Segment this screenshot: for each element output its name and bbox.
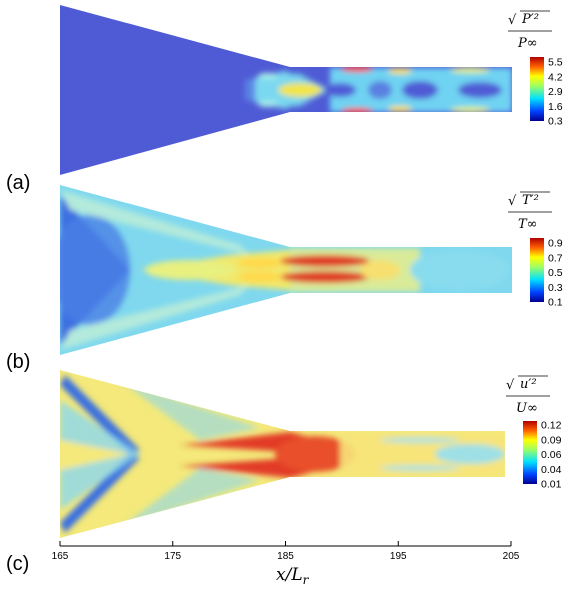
colorbar-tick-label: 0.1 (548, 297, 563, 309)
x-axis-tick-label: 185 (277, 551, 294, 562)
panel-a-label: (a) (6, 172, 30, 194)
panel-a-colorbar-label-num: P′² (521, 12, 539, 27)
colorbar-tick-label: 5.5 (548, 57, 563, 69)
colorbar-tick-label: 0.7 (548, 252, 563, 264)
colorbar-tick-label: 0.3 (548, 282, 563, 294)
panel-a-colorbar-label-den: P∞ (517, 36, 538, 51)
panel-a-sqrt-sign: √ (508, 13, 517, 28)
x-axis-tick-label: 205 (503, 551, 520, 562)
x-axis-tick-label: 195 (390, 551, 407, 562)
svg-text:√: √ (506, 378, 515, 393)
colorbar-tick-label: 0.09 (541, 434, 562, 446)
colorbar-tick-label: 0.12 (541, 420, 562, 432)
panel-b-temperature: 0.9 0.7 0.5 0.3 0.1 T′² √ T∞ (b) (6, 185, 563, 373)
colorbar-tick-label: 0.04 (541, 464, 562, 476)
panel-b-field (60, 190, 510, 350)
panel-c-colorbar (523, 421, 537, 484)
x-axis: 165 175 185 195 205 x/Lr (52, 541, 520, 587)
panel-b-colorbar-label-num: T′² (522, 193, 539, 208)
panel-c-colorbar-label-den: U∞ (516, 401, 538, 416)
panel-b-colorbar-label-den: T∞ (518, 217, 538, 232)
panel-a-field (245, 66, 512, 114)
panel-b-colorbar (530, 238, 544, 302)
colorbar-tick-label: 2.9 (548, 86, 563, 98)
colorbar-tick-label: 0.5 (548, 267, 563, 279)
panel-c-velocity: 0.12 0.09 0.06 0.04 0.01 u′² √ U∞ (c) (6, 370, 562, 575)
panel-b-label: (b) (6, 351, 30, 373)
colorbar-tick-label: 0.06 (541, 449, 562, 461)
colorbar-tick-label: 4.2 (548, 71, 563, 83)
colorbar-tick-label: 0.9 (548, 238, 563, 250)
panel-a-pressure: 5.5 4.2 2.9 1.6 0.3 P′² √ P∞ (a) (6, 5, 563, 194)
colorbar-tick-label: 1.6 (548, 101, 563, 113)
colorbar-tick-label: 0.01 (541, 479, 562, 491)
x-axis-tick-label: 165 (52, 551, 69, 562)
panel-a-colorbar (530, 57, 544, 121)
colorbar-tick-label: 0.3 (548, 116, 563, 128)
svg-text:√: √ (508, 194, 517, 209)
panel-c-label: (c) (6, 553, 29, 575)
x-axis-tick-label: 175 (164, 551, 181, 562)
x-axis-label: x/Lr (276, 565, 310, 587)
panel-c-colorbar-label-num: u′² (520, 377, 537, 392)
